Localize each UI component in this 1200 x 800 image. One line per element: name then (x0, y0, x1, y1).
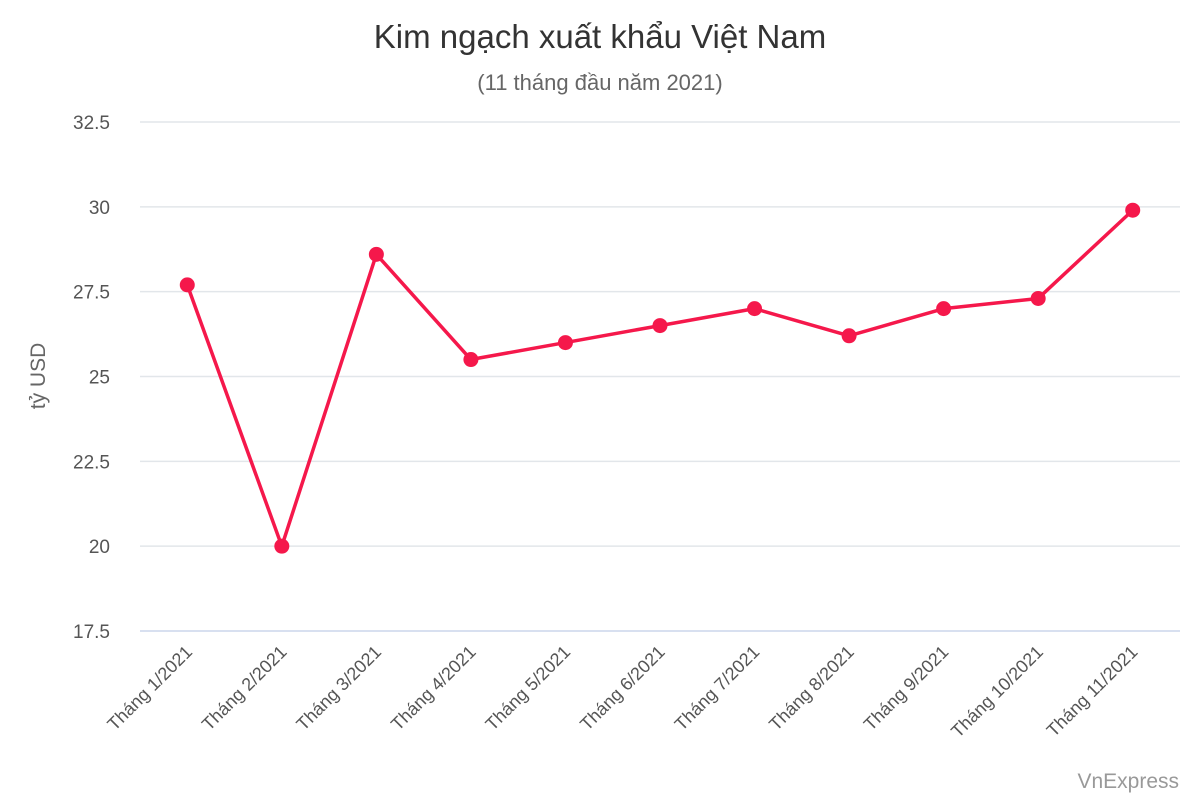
chart-subtitle: (11 tháng đầu năm 2021) (477, 70, 722, 95)
series-layer (179, 202, 1141, 554)
x-tick-label: Tháng 8/2021 (765, 642, 858, 735)
y-tick-label: 17.5 (73, 622, 110, 643)
data-point[interactable] (936, 301, 952, 317)
y-tick-label: 27.5 (73, 283, 110, 304)
y-tick-label: 20 (89, 537, 110, 558)
y-tick-label: 30 (89, 198, 110, 219)
data-point[interactable] (1030, 290, 1046, 306)
data-point[interactable] (368, 246, 384, 262)
x-tick-label: Tháng 9/2021 (860, 642, 953, 735)
x-tick-label: Tháng 5/2021 (482, 642, 575, 735)
x-tick-label: Tháng 10/2021 (947, 642, 1047, 742)
series-line (185, 208, 1135, 548)
data-point[interactable] (747, 301, 763, 317)
credit-text: VnExpress (1077, 770, 1179, 793)
data-point[interactable] (557, 335, 573, 351)
data-point[interactable] (274, 538, 290, 554)
data-point[interactable] (652, 318, 668, 334)
y-axis-ticks: 17.5 20 22.5 25 27.5 30 32.5 (73, 113, 110, 643)
x-tick-label: Tháng 3/2021 (292, 642, 385, 735)
y-tick-label: 22.5 (73, 452, 110, 473)
x-tick-label: Tháng 2/2021 (198, 642, 291, 735)
x-tick-label: Tháng 11/2021 (1043, 642, 1142, 741)
data-point[interactable] (1125, 202, 1141, 218)
data-point[interactable] (841, 328, 857, 344)
gridlines (140, 121, 1180, 632)
x-tick-label: Tháng 6/2021 (576, 642, 669, 735)
x-tick-label: Tháng 7/2021 (671, 642, 764, 735)
y-tick-label: 32.5 (73, 113, 110, 134)
y-axis-label: tỷ USD (27, 343, 50, 410)
y-tick-label: 25 (89, 368, 110, 389)
x-tick-label: Tháng 4/2021 (387, 642, 480, 735)
chart-title: Kim ngạch xuất khẩu Việt Nam (374, 18, 826, 55)
x-axis-ticks: Tháng 1/2021 Tháng 2/2021 Tháng 3/2021 Thán… (103, 642, 1141, 742)
data-point[interactable] (463, 352, 479, 368)
data-point[interactable] (179, 277, 195, 293)
x-tick-label: Tháng 1/2021 (103, 642, 196, 735)
